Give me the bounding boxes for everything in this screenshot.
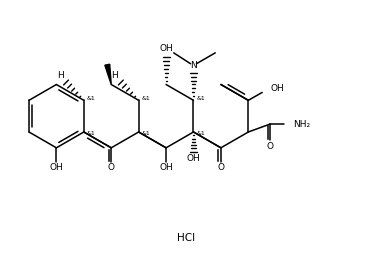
Text: NH₂: NH₂ bbox=[293, 120, 310, 129]
Polygon shape bbox=[105, 64, 111, 85]
Text: &1: &1 bbox=[197, 96, 205, 101]
Text: OH: OH bbox=[270, 84, 284, 93]
Text: &1: &1 bbox=[87, 132, 95, 137]
Text: OH: OH bbox=[159, 163, 173, 172]
Text: H: H bbox=[112, 71, 118, 80]
Text: HCl: HCl bbox=[177, 233, 195, 243]
Text: N: N bbox=[190, 61, 197, 70]
Text: &1: &1 bbox=[142, 132, 150, 137]
Text: O: O bbox=[217, 163, 225, 172]
Text: &1: &1 bbox=[197, 132, 205, 137]
Text: O: O bbox=[108, 163, 115, 172]
Text: OH: OH bbox=[50, 163, 63, 172]
Text: OH: OH bbox=[159, 44, 173, 54]
Text: &1: &1 bbox=[142, 96, 150, 101]
Text: H: H bbox=[57, 71, 63, 80]
Text: O: O bbox=[267, 142, 273, 151]
Text: OH: OH bbox=[186, 154, 200, 163]
Text: &1: &1 bbox=[87, 96, 95, 101]
